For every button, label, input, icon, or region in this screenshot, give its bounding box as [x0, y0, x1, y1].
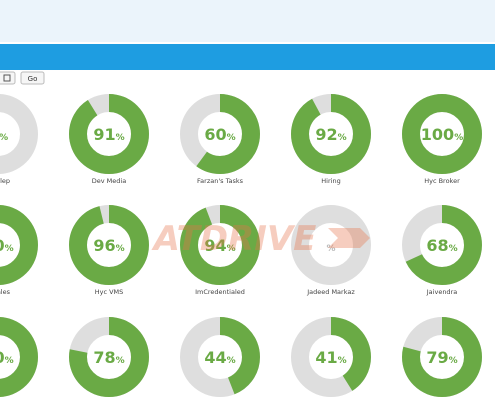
percent-value: 96	[93, 236, 115, 255]
percent-text: 79%	[426, 348, 457, 367]
percent-value: 90	[0, 348, 5, 367]
tile: 94% ImCredentialed	[180, 205, 260, 296]
percent-unit: %	[5, 356, 14, 366]
watermark-text: ATDRIVE	[151, 219, 317, 259]
percent-text: 91%	[93, 125, 124, 144]
percent-unit: %	[454, 133, 463, 143]
percent-unit: %	[449, 244, 458, 254]
percent-unit: %	[0, 133, 8, 143]
percent-unit: %	[227, 133, 236, 143]
percent-unit: %	[326, 244, 335, 254]
tile: 41%	[291, 317, 371, 397]
percent-value: 78	[93, 348, 115, 367]
percent-value: 68	[426, 236, 448, 255]
percent-text: 78%	[93, 348, 124, 367]
percent-unit: %	[449, 356, 458, 366]
tile-name: Jaivendra	[426, 288, 457, 296]
percent-text: %	[326, 244, 335, 254]
percent-text: 41%	[315, 348, 346, 367]
percent-unit: %	[227, 356, 236, 366]
tile: 79%	[402, 317, 482, 397]
top-bar	[0, 0, 495, 42]
percent-value: 91	[93, 125, 115, 144]
ring-progress	[180, 205, 260, 285]
percent-unit: %	[116, 133, 125, 143]
date-button[interactable]	[0, 71, 16, 85]
percent-value: 80	[0, 236, 5, 255]
tile: 100% Hyc Broker	[402, 94, 482, 185]
percent-value: 94	[204, 236, 226, 255]
tile: 80% ales	[0, 205, 38, 296]
percent-text: 68%	[426, 236, 457, 255]
percent-unit: %	[227, 244, 236, 254]
ring-track	[291, 205, 371, 285]
percent-text: 96%	[93, 236, 124, 255]
percent-text: 80%	[0, 236, 14, 255]
percent-text: 92%	[315, 125, 346, 144]
calendar-icon	[3, 74, 11, 82]
tile: 60% Farzan's Tasks	[180, 94, 260, 185]
tile: 78%	[69, 317, 149, 397]
ring-progress	[180, 317, 260, 397]
tile-name: ales	[0, 288, 11, 296]
watermark: ATDRIVE	[151, 219, 370, 259]
tile-name: Hyc VMS	[95, 288, 124, 296]
tile-name: Dev Media	[92, 177, 126, 185]
percent-value: 79	[426, 348, 448, 367]
tile: 91% Dev Media	[69, 94, 149, 185]
ring-progress	[69, 205, 149, 285]
tile: 44%	[180, 317, 260, 397]
tile-name: Hyc Broker	[424, 177, 460, 185]
tile: 0% lep	[0, 94, 38, 185]
percent-unit: %	[338, 356, 347, 366]
percent-unit: %	[116, 356, 125, 366]
percent-value: 41	[315, 348, 337, 367]
tile-name: lep	[0, 177, 10, 185]
tile: 92% Hiring	[291, 94, 371, 185]
tile: 90%	[0, 317, 38, 397]
tile: 68% Jaivendra	[402, 205, 482, 296]
percent-text: 44%	[204, 348, 235, 367]
date-button-box[interactable]	[0, 71, 16, 85]
ring-progress	[402, 94, 482, 174]
ring-progress	[69, 317, 149, 397]
tile-name: Farzan's Tasks	[197, 177, 244, 185]
tile-name: ImCredentialed	[195, 288, 245, 296]
tile-name: Hiring	[321, 177, 340, 185]
percent-text: 0%	[0, 125, 8, 144]
ring-progress	[69, 94, 149, 174]
ring-progress	[180, 94, 260, 174]
tile-grid: 0% lep 91% Dev Media 60% Farzan's Tasks 92% Hir…	[0, 94, 482, 397]
percent-value: 60	[204, 125, 226, 144]
percent-text: 90%	[0, 348, 14, 367]
ring-progress	[291, 94, 371, 174]
tile: % Jadeed Markaz	[291, 205, 371, 296]
percent-text: 60%	[204, 125, 235, 144]
tile-name: Jadeed Markaz	[306, 288, 355, 296]
ring-progress	[402, 205, 482, 285]
percent-unit: %	[338, 133, 347, 143]
percent-value: 100	[421, 125, 454, 144]
percent-text: 94%	[204, 236, 235, 255]
ring-progress	[291, 317, 371, 397]
percent-value: 92	[315, 125, 337, 144]
ring-progress	[0, 205, 38, 285]
percent-value: 44	[204, 348, 226, 367]
percent-unit: %	[116, 244, 125, 254]
nav-bar	[0, 44, 495, 70]
go-button[interactable]	[20, 71, 45, 85]
ring-track	[0, 94, 38, 174]
percent-text: 100%	[421, 125, 463, 144]
tile: 96% Hyc VMS	[69, 205, 149, 296]
watermark-arrow	[328, 228, 370, 248]
percent-unit: %	[5, 244, 14, 254]
ring-progress	[0, 317, 38, 397]
go-label[interactable]: Go	[28, 75, 38, 83]
ring-progress	[402, 317, 482, 397]
